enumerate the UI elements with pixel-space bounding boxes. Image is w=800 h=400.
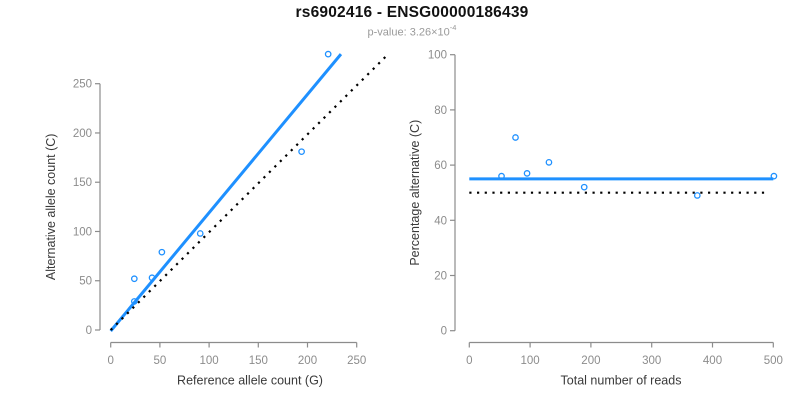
x-axis-label: Total number of reads xyxy=(561,374,682,388)
x-axis-label: Reference allele count (G) xyxy=(177,374,323,388)
x-tick-label: 250 xyxy=(347,355,366,367)
figure-title: rs6902416 - ENSG00000186439 xyxy=(295,4,529,21)
y-axis-label: Alternative allele count (C) xyxy=(44,134,58,281)
data-point xyxy=(512,134,519,141)
data-point xyxy=(324,50,332,58)
panel-percentage-alternative: 0 20 40 60 80 100 0 100 200 300 400 500 Total number… xyxy=(408,50,783,388)
y-tick-label: 150 xyxy=(73,177,92,189)
x-tick-label: 200 xyxy=(298,355,317,367)
y-tick-label: 100 xyxy=(73,226,92,238)
figure-header: rs6902416 - ENSG00000186439 p-value: 3.2… xyxy=(296,4,529,39)
y-tick-label: 80 xyxy=(434,105,447,117)
y-tick-label: 20 xyxy=(434,271,447,283)
y-tick-label: 250 xyxy=(73,79,92,91)
y-tick-label: 60 xyxy=(434,160,447,172)
data-point xyxy=(770,172,778,180)
x-tick-label: 150 xyxy=(249,355,268,367)
x-tick-label: 200 xyxy=(581,355,600,367)
x-tick-label: 100 xyxy=(521,355,540,367)
y-tick-label: 0 xyxy=(441,326,447,338)
pvalue-text: p-value: 3.26×10 xyxy=(367,26,450,39)
panel-allele-counts: 0 50 100 150 200 250 0 50 100 150 200 250 Reference … xyxy=(44,50,388,388)
x-tick-label: 500 xyxy=(764,355,783,367)
fit-line xyxy=(109,53,343,332)
data-point xyxy=(545,158,553,166)
data-point xyxy=(298,148,305,156)
figure-subtitle: p-value: 3.26×10-4 xyxy=(296,23,529,39)
y-tick-label: 50 xyxy=(79,276,92,288)
y-tick-label: 40 xyxy=(434,215,447,227)
y-tick-label: 100 xyxy=(428,50,447,62)
x-tick-label: 300 xyxy=(642,355,661,367)
data-point xyxy=(498,172,505,180)
data-point xyxy=(196,230,204,237)
data-point xyxy=(158,248,166,256)
identity-line xyxy=(109,54,388,331)
data-point xyxy=(523,170,531,177)
x-tick-label: 0 xyxy=(466,355,472,367)
x-tick-label: 400 xyxy=(703,355,722,367)
data-point xyxy=(148,274,156,282)
data-point xyxy=(580,183,588,191)
data-point xyxy=(130,298,138,305)
y-tick-label: 200 xyxy=(73,128,92,140)
y-axis-label: Percentage alternative (C) xyxy=(408,120,422,266)
y-tick-label: 0 xyxy=(86,325,92,337)
x-tick-label: 50 xyxy=(154,355,167,367)
x-tick-label: 0 xyxy=(107,355,113,367)
x-tick-label: 100 xyxy=(200,355,219,367)
pvalue-exponent: -4 xyxy=(449,23,457,32)
data-point xyxy=(693,192,701,199)
data-point xyxy=(130,275,138,283)
